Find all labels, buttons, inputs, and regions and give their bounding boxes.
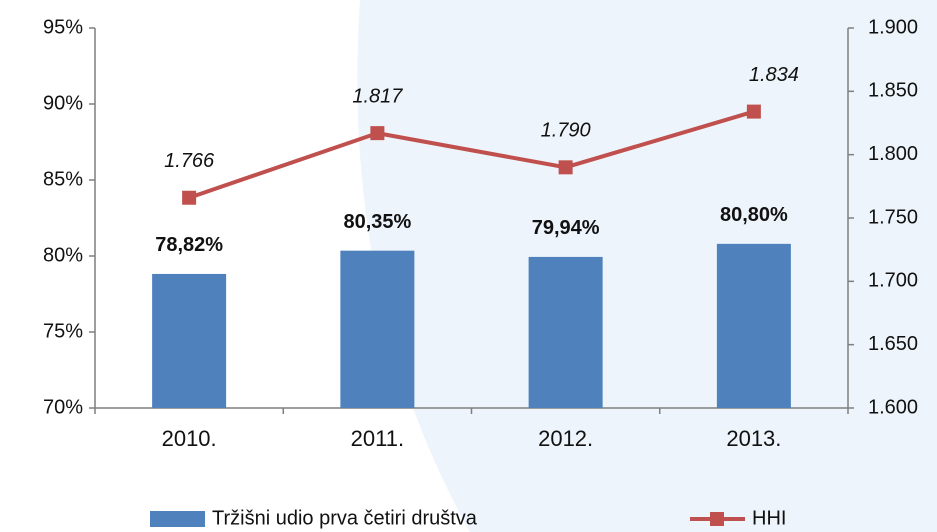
bar-value-label: 79,94% [532,217,600,239]
y-tick-label: 75% [43,320,83,342]
bar [528,256,603,408]
y-tick-label: 95% [43,16,83,38]
y2-tick-label: 1.600 [868,396,918,418]
line-value-label: 1.790 [541,120,591,142]
legend-label: HHI [752,507,786,529]
bar [152,273,227,408]
y2-tick-label: 1.700 [868,270,918,292]
bar [716,243,791,408]
y2-tick-label: 1.850 [868,80,918,102]
line-marker [370,126,385,141]
x-tick-label: 2012. [538,426,593,451]
legend-swatch [710,512,724,526]
line-value-label: 1.817 [352,85,403,107]
line [188,109,755,200]
y-tick-label: 80% [43,244,83,266]
y-tick-label: 70% [43,396,83,418]
y-tick-label: 90% [43,92,83,114]
legend-label: Tržišni udio prva četiri društva [212,507,478,529]
line-marker [558,160,573,175]
y2-tick-label: 1.650 [868,333,918,355]
x-tick-label: 2011. [351,426,404,451]
background-shape [357,0,937,532]
y2-tick-label: 1.800 [868,143,918,165]
bar-value-label: 78,82% [155,234,223,256]
y2-tick-label: 1.900 [868,16,918,38]
bar-value-label: 80,35% [343,211,411,233]
legend-swatch [150,511,205,527]
x-tick-label: 2013. [726,426,781,451]
bar-value-label: 80,80% [720,204,788,226]
line-value-label: 1.834 [749,64,799,86]
line-marker [746,104,761,119]
x-tick-label: 2010. [162,426,217,451]
line-value-label: 1.766 [164,150,215,172]
bar [340,250,415,408]
y2-tick-label: 1.750 [868,206,918,228]
y-tick-label: 85% [43,168,83,190]
line-marker [182,190,197,205]
